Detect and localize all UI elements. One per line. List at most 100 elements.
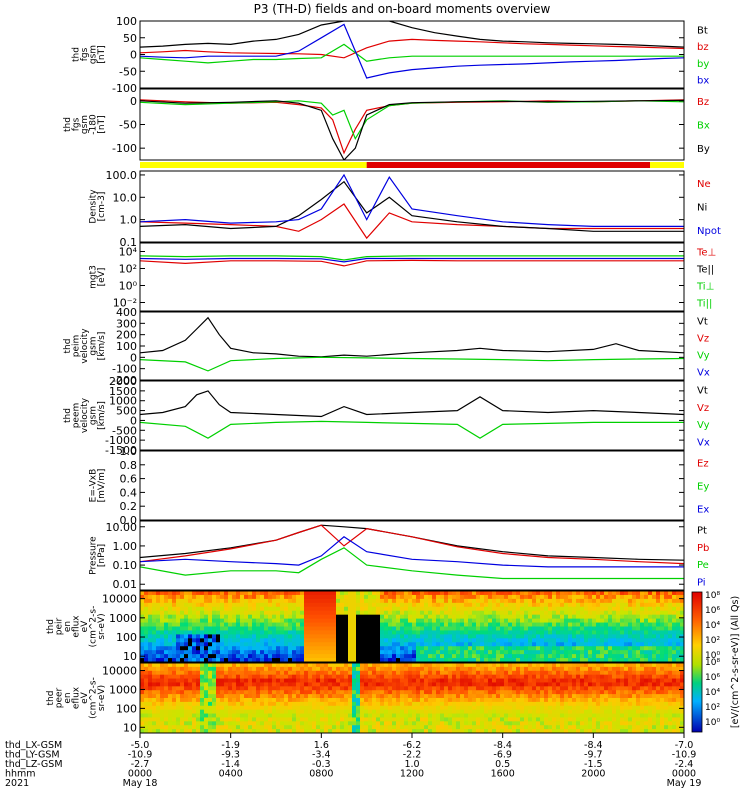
legend-peim_velocity-Vz: Vz: [697, 334, 709, 345]
legend-efield-Ey: Ey: [697, 482, 709, 493]
ytick-label-peem_velocity: 500: [116, 405, 137, 418]
ytick-label-fgs_gsm: 50: [123, 32, 137, 45]
ytick-label-peer_spec: 1000: [109, 683, 137, 696]
colorbar-tick-bottom: 10⁶: [705, 673, 720, 683]
x-col-1-row-3: 0400: [219, 769, 243, 780]
ytick-label-peir_spec: 10000: [102, 593, 137, 606]
x-col-0-row-0: -5.0: [131, 740, 150, 751]
ylabel-line-peim_velocity: thd: [63, 339, 73, 354]
x-col-3-row-0: -6.2: [403, 740, 422, 751]
panel-temperature: 10⁴ 10² 10⁰ 10⁻² mgt3[eV] Te⊥ Te|| Ti⊥ Ti||: [89, 242, 716, 312]
panel-pressure: 10.00 1.00 0.10 0.01 Pressure[nPa] Pt Pb Pe Pi: [89, 520, 709, 591]
legend-peem_velocity-Vx: Vx: [697, 437, 710, 448]
legend-temperature-Te: Te⊥: [696, 248, 716, 259]
legend-fgs_gsm_delta-Bx: Bx: [697, 121, 710, 132]
x-col-3-row-2: 1.0: [404, 759, 419, 770]
legend-fgs_gsm-Bt: Bt: [697, 25, 708, 36]
ylabel-line-peir_spec: (cm^2-s-: [89, 606, 99, 648]
colorbar-tick-top: 10⁶: [705, 606, 720, 616]
panel-efield: 1.00.80.60.40.20.0 E=-VxB[mV/m] Ez Ey Ex: [89, 445, 710, 527]
series-pressure-Pi: [140, 536, 684, 568]
ylabel-line-peem_velocity: peem: [72, 403, 82, 429]
figure-title: P3 (TH-D) fields and on-board moments ov…: [254, 2, 551, 16]
panel-density: 100.0 10.0 1.0 0.1 Density[cm-3] Ne Ni Npot: [89, 169, 721, 249]
panels: 100500-50-100thdfgsgsm[nT]Btbzbybx0-50-1…: [46, 15, 721, 734]
ylabel-line-peer_spec: peer: [55, 687, 65, 708]
ytick-label-efield: 0.4: [120, 486, 138, 499]
ytick-label-fgs_gsm: -50: [119, 65, 137, 78]
legend-fgs_gsm-bz: bz: [697, 42, 709, 53]
legend-fgs_gsm-bx: bx: [697, 76, 709, 87]
series-fgs_gsm-by: [140, 43, 684, 64]
ytick-label-pressure: 0.01: [113, 578, 138, 591]
ytick-label-efield: 0.0: [120, 514, 138, 527]
legend-peem_velocity-Vt: Vt: [697, 386, 708, 397]
colorbar-gradient: [691, 591, 703, 733]
ytick-label-fgs_gsm_delta: -50: [119, 119, 137, 132]
panel-frame-efield: [139, 450, 685, 521]
series-fgs_gsm-bx: [140, 23, 684, 79]
mode-bar-segment-0: [140, 162, 367, 168]
ylabel-line-fgs_gsm: [nT]: [97, 45, 107, 63]
ytick-label-peim_velocity: 100: [116, 340, 137, 353]
x-col-5-row-2: -1.5: [584, 759, 603, 770]
panel-frame-peem_velocity: [139, 380, 685, 451]
x-row-label-1: thd_LY-GSM: [5, 750, 60, 761]
ylabel-line-efield: E=-VxB: [89, 469, 99, 503]
ytick-label-fgs_gsm: -100: [112, 82, 137, 95]
ytick-label-efield: 0.2: [120, 500, 138, 513]
ytick-label-density: 10.0: [113, 191, 138, 204]
x-col-2-row-1: -3.4: [312, 750, 331, 761]
ylabel-line-temperature: [eV]: [97, 268, 107, 287]
legend-temperature-Ti: Ti||: [696, 299, 712, 310]
ylabel-line-peem_velocity: gsm: [89, 406, 99, 425]
ytick-label-peer_spec: 100: [116, 702, 137, 715]
series-pressure-Pe: [140, 547, 684, 580]
ytick-label-efield: 0.8: [120, 459, 138, 472]
ytick-label-temperature: 10²: [119, 263, 137, 276]
x-col-0-row-3: 0000: [128, 769, 152, 780]
ylabel-line-peim_velocity: velocity: [80, 328, 90, 364]
ylabel-line-peem_velocity: velocity: [80, 397, 90, 433]
panel-frame-pressure: [139, 520, 685, 591]
colorbar-tick-top: 10²: [705, 636, 720, 646]
ytick-label-fgs_gsm_delta: -100: [112, 142, 137, 155]
legend-efield-Ez: Ez: [697, 459, 709, 470]
ylabel-line-fgs_gsm: fgs: [80, 47, 90, 61]
x-col-0-row-4: May 18: [123, 778, 158, 789]
ylabel-line-efield: [mV/m]: [97, 469, 107, 503]
legend-pressure-Pt: Pt: [697, 526, 707, 537]
ytick-label-peir_spec: 100: [116, 631, 137, 644]
ylabel-line-temperature: mgt3: [89, 265, 99, 289]
x-row-label-0: thd_LX-GSM: [5, 740, 62, 751]
x-col-6-row-3: 0000: [672, 769, 696, 780]
colorbar-tick-top: 10⁴: [705, 621, 720, 631]
legend-peem_velocity-Vz: Vz: [697, 403, 709, 414]
panel-frame-peir_spec: [139, 590, 685, 663]
x-col-1-row-2: -1.4: [221, 759, 240, 770]
series-density-Ni: [140, 180, 684, 232]
ylabel-line-peer_spec: (cm^2-s-: [89, 677, 99, 719]
ylabel-line-density: Density: [89, 189, 99, 224]
x-col-4-row-2: 0.5: [495, 759, 510, 770]
ylabel-line-peir_spec: eV: [80, 620, 90, 633]
mode-bar-segment-1: [366, 162, 650, 168]
x-col-5-row-3: 2000: [581, 769, 605, 780]
series-peim_velocity-Vt: [140, 316, 684, 358]
colorbar-tick-top: 10⁸: [705, 591, 720, 601]
ytick-label-peer_spec: 10000: [102, 665, 137, 678]
ylabel-line-peer_spec: en: [63, 692, 73, 703]
ylabel-line-pressure: [nPa]: [97, 544, 107, 567]
x-col-2-row-2: -0.3: [312, 759, 331, 770]
ylabel-line-peir_spec: eflux: [72, 615, 82, 638]
colorbar-tick-bottom: 10²: [705, 703, 720, 713]
x-col-3-row-3: 1200: [400, 769, 424, 780]
series-temperature-Tb: [140, 257, 684, 263]
series-pressure-Pt: [140, 524, 684, 561]
legend-peim_velocity-Vt: Vt: [697, 317, 708, 328]
ylabel-line-peem_velocity: [km/s]: [97, 401, 107, 430]
x-col-2-row-0: 1.6: [314, 740, 329, 751]
series-temperature-Te: [140, 259, 684, 267]
